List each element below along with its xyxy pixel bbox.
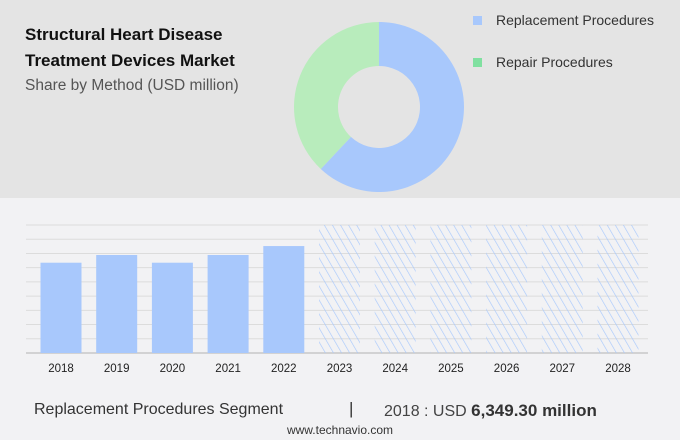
bar-2019 xyxy=(96,255,138,353)
x-tick-label: 2028 xyxy=(605,363,631,375)
footer-segment: Replacement Procedures Segment xyxy=(34,401,284,418)
forecast-bar-2023 xyxy=(319,225,360,353)
chart-title-line1: Structural Heart Disease xyxy=(25,25,223,44)
forecast-bar-2025 xyxy=(430,225,472,353)
bar-2020 xyxy=(151,262,193,353)
x-tick-label: 2027 xyxy=(550,363,576,375)
legend-item-replacement: Replacement Procedures xyxy=(473,12,654,28)
donut-slice-repair-procedures xyxy=(294,22,379,169)
footer-value: 2018 : USD 6,349.30 million xyxy=(384,401,597,421)
chart-title-line2: Treatment Devices Market xyxy=(25,51,235,70)
donut-slice-replacement-procedures xyxy=(320,22,465,192)
forecast-bar-2027 xyxy=(541,225,583,353)
x-tick-label: 2025 xyxy=(438,363,464,375)
x-tick-label: 2026 xyxy=(494,363,520,375)
bar-2022 xyxy=(263,246,305,353)
legend-swatch xyxy=(473,15,482,25)
x-tick-label: 2019 xyxy=(104,363,130,375)
x-tick-label: 2018 xyxy=(48,363,74,375)
footer-year-label: 2018 : USD xyxy=(384,403,467,420)
source-url: www.technavio.com xyxy=(286,423,394,437)
x-tick-label: 2021 xyxy=(215,363,241,375)
footer-separator: | xyxy=(349,399,354,418)
legend-item-repair: Repair Procedures xyxy=(473,54,613,70)
legend-swatch xyxy=(473,57,482,67)
legend-label: Replacement Procedures xyxy=(496,12,654,28)
chart-subtitle: Share by Method (USD million) xyxy=(25,77,239,94)
bar-2018 xyxy=(40,262,82,353)
footer-amount: 6,349.30 million xyxy=(471,401,597,420)
legend-label: Repair Procedures xyxy=(496,54,613,70)
forecast-bar-2028 xyxy=(597,225,639,353)
x-tick-label: 2023 xyxy=(327,363,353,375)
x-tick-label: 2020 xyxy=(160,363,186,375)
forecast-bar-2024 xyxy=(374,225,416,353)
x-tick-label: 2022 xyxy=(271,363,297,375)
forecast-bar-2026 xyxy=(486,225,528,353)
bar-2021 xyxy=(207,255,249,353)
x-tick-label: 2024 xyxy=(382,363,408,375)
